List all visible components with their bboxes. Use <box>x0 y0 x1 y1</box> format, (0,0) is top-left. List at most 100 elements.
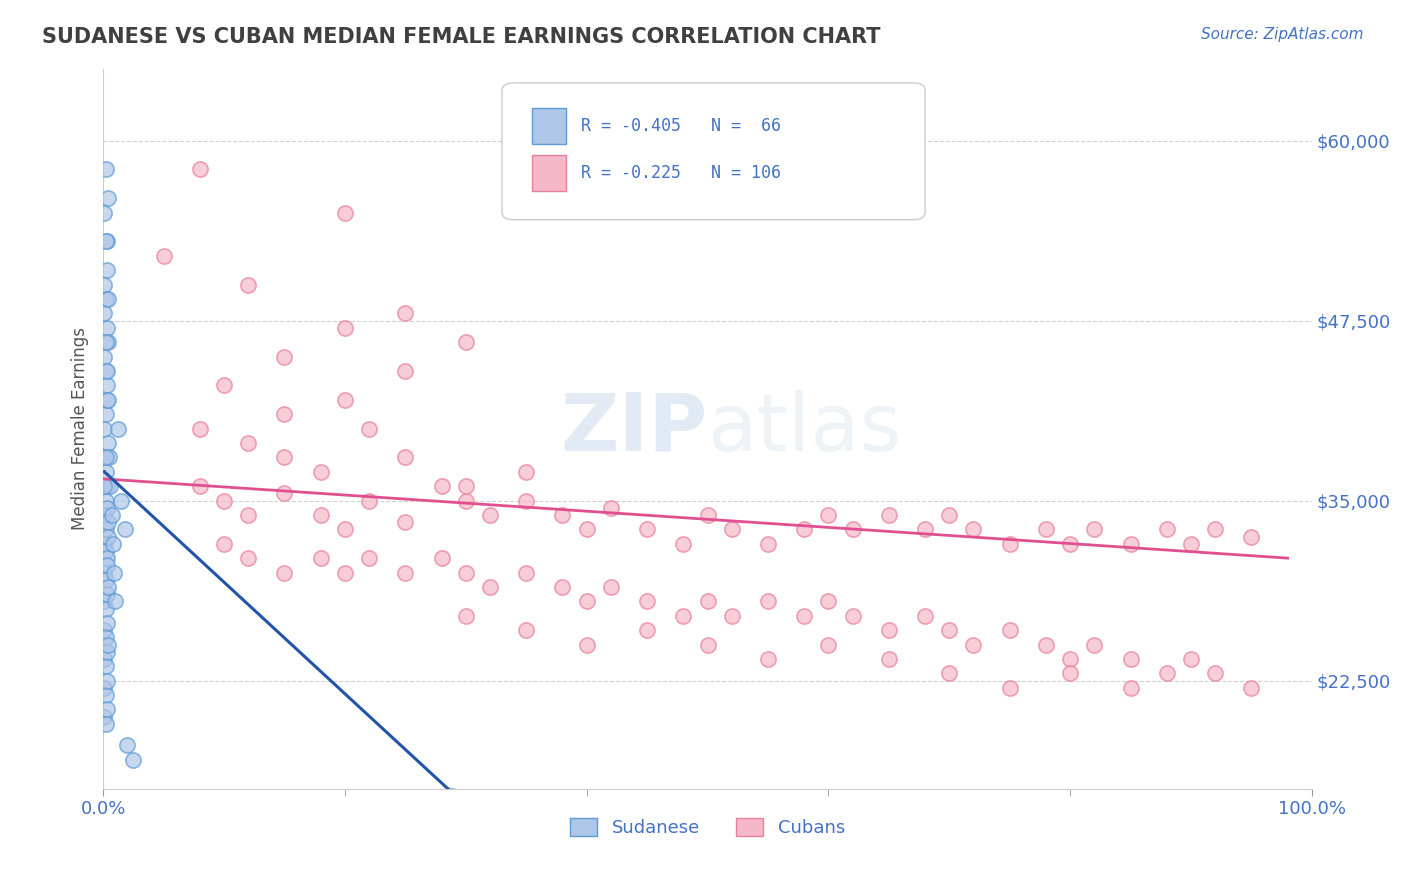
Point <box>357 421 380 435</box>
Point <box>96 615 118 630</box>
FancyBboxPatch shape <box>502 83 925 219</box>
Point <box>93 508 115 522</box>
Point <box>238 436 260 450</box>
Point <box>98 450 121 465</box>
Text: SUDANESE VS CUBAN MEDIAN FEMALE EARNINGS CORRELATION CHART: SUDANESE VS CUBAN MEDIAN FEMALE EARNINGS… <box>42 27 880 46</box>
Point <box>94 630 117 644</box>
Point <box>357 493 380 508</box>
Point <box>636 623 658 637</box>
Point <box>309 508 332 522</box>
Point <box>756 652 779 666</box>
Point <box>96 551 118 566</box>
Point <box>94 407 117 421</box>
Point <box>93 479 115 493</box>
Point <box>309 465 332 479</box>
Point <box>817 638 839 652</box>
Text: ZIP: ZIP <box>560 390 707 467</box>
Point <box>1204 666 1226 681</box>
Point <box>394 450 416 465</box>
Point <box>515 566 537 580</box>
FancyBboxPatch shape <box>533 108 567 145</box>
Text: R = -0.405   N =  66: R = -0.405 N = 66 <box>581 117 780 135</box>
Point <box>94 465 117 479</box>
Point <box>238 277 260 292</box>
Point <box>96 587 118 601</box>
Point <box>478 508 501 522</box>
Point <box>914 608 936 623</box>
Point <box>394 306 416 320</box>
Point <box>696 508 718 522</box>
Point <box>97 515 120 529</box>
Point <box>96 320 118 334</box>
Point <box>93 681 115 695</box>
Legend: Sudanese, Cubans: Sudanese, Cubans <box>562 811 852 845</box>
Point <box>93 205 115 219</box>
Point <box>599 580 621 594</box>
Point <box>1180 652 1202 666</box>
Point <box>94 364 117 378</box>
Point <box>599 500 621 515</box>
Point <box>877 623 900 637</box>
Point <box>333 566 356 580</box>
Point <box>93 623 115 637</box>
Point <box>122 753 145 767</box>
Point <box>877 652 900 666</box>
Point <box>938 623 960 637</box>
Point <box>93 537 115 551</box>
Point <box>188 421 211 435</box>
Point <box>636 594 658 608</box>
Point <box>94 450 117 465</box>
Point <box>914 522 936 536</box>
Point <box>551 508 574 522</box>
Point <box>333 320 356 334</box>
Point <box>515 465 537 479</box>
Point <box>96 479 118 493</box>
Point <box>238 508 260 522</box>
Point <box>93 421 115 435</box>
Point <box>94 235 117 249</box>
Point <box>515 623 537 637</box>
Point <box>515 493 537 508</box>
Point <box>94 493 117 508</box>
Point <box>96 235 118 249</box>
Point <box>998 537 1021 551</box>
Point <box>94 659 117 673</box>
Point <box>273 566 295 580</box>
Point <box>100 508 122 522</box>
Point <box>1119 537 1142 551</box>
Point <box>96 558 118 573</box>
Text: R = -0.225   N = 106: R = -0.225 N = 106 <box>581 164 780 182</box>
Point <box>93 277 115 292</box>
Point <box>97 335 120 350</box>
Point <box>1180 537 1202 551</box>
Point <box>575 638 598 652</box>
Point <box>454 479 477 493</box>
Point <box>94 573 117 587</box>
Point <box>97 436 120 450</box>
Point <box>333 392 356 407</box>
Point <box>117 739 139 753</box>
Point <box>104 594 127 608</box>
Point <box>97 580 120 594</box>
Point <box>96 500 118 515</box>
Point <box>1083 522 1105 536</box>
Point <box>1059 666 1081 681</box>
Point <box>817 508 839 522</box>
Point <box>454 335 477 350</box>
Point <box>212 537 235 551</box>
Point <box>96 263 118 277</box>
Point <box>273 407 295 421</box>
Point <box>93 566 115 580</box>
Point <box>94 522 117 536</box>
Point <box>962 522 984 536</box>
Point <box>551 580 574 594</box>
Point <box>96 673 118 688</box>
Point <box>877 508 900 522</box>
Text: atlas: atlas <box>707 390 901 467</box>
Point <box>309 551 332 566</box>
Point <box>938 666 960 681</box>
Point <box>100 479 122 493</box>
Point <box>212 378 235 392</box>
Point <box>998 681 1021 695</box>
Point <box>93 652 115 666</box>
